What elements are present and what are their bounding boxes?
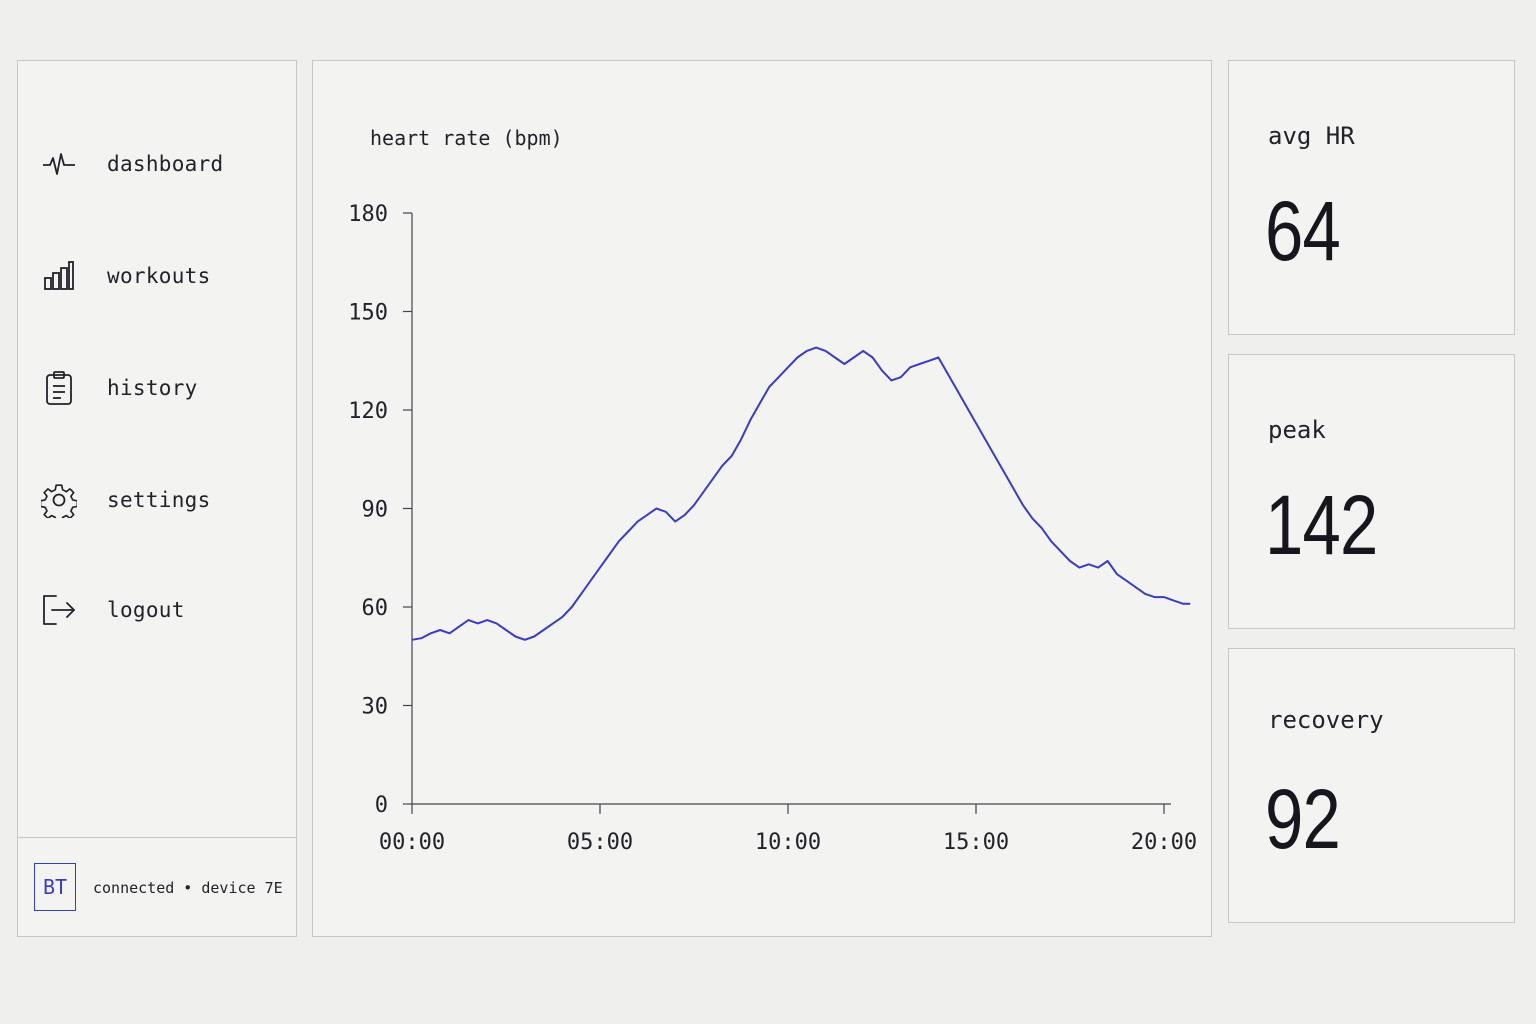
sidebar-item-workouts[interactable]: workouts [18, 246, 296, 306]
stat-value: 142 [1265, 478, 1378, 572]
heart-rate-chart: heart rate (bpm) 0 30 60 90 120 150 180 00:00 05:… [348, 126, 1197, 855]
clipboard-icon [41, 370, 77, 406]
x-tick-label: 05:00 [567, 830, 633, 855]
stat-card-avg-hr: avg HR 64 [1228, 60, 1515, 335]
x-tick-label: 10:00 [755, 830, 821, 855]
y-tick-label: 30 [362, 695, 389, 720]
sidebar-item-history[interactable]: history [18, 358, 296, 418]
connection-status: BT connected • device 7E [18, 837, 296, 937]
y-tick-label: 120 [348, 399, 388, 424]
pulse-icon [41, 146, 77, 182]
stat-card-peak: peak 142 [1228, 354, 1515, 629]
status-text: connected • device 7E [93, 879, 283, 897]
sidebar-item-label: history [107, 376, 198, 400]
y-tick-label: 90 [362, 498, 389, 523]
x-tick-label: 15:00 [943, 830, 1009, 855]
sidebar-item-dashboard[interactable]: dashboard [18, 134, 296, 194]
bluetooth-badge: BT [34, 863, 76, 911]
sidebar-item-label: dashboard [107, 152, 224, 176]
x-tick-label: 00:00 [379, 830, 445, 855]
sidebar: dashboard workouts history settings logo… [17, 60, 297, 937]
bar-chart-icon [41, 258, 77, 294]
heart-rate-line [411, 346, 1191, 641]
stat-card-recovery: recovery 92 [1228, 648, 1515, 923]
chart-title: heart rate (bpm) [370, 126, 563, 150]
gear-icon [41, 482, 77, 518]
sidebar-item-label: logout [107, 598, 185, 622]
stat-label: recovery [1268, 706, 1384, 734]
heart-rate-chart-panel: heart rate (bpm) 0 30 60 90 120 150 180 00:00 05:… [312, 60, 1212, 937]
y-tick-label: 0 [375, 793, 388, 818]
stat-value: 64 [1265, 184, 1341, 278]
y-tick-label: 150 [348, 301, 388, 326]
stat-label: peak [1268, 416, 1326, 444]
y-tick-label: 180 [348, 202, 388, 227]
y-tick-label: 60 [362, 596, 389, 621]
sidebar-item-label: workouts [107, 264, 211, 288]
sidebar-item-logout[interactable]: logout [18, 580, 296, 640]
x-tick-label: 20:00 [1131, 830, 1197, 855]
logout-icon [41, 592, 77, 628]
sidebar-item-label: settings [107, 488, 211, 512]
stat-label: avg HR [1268, 122, 1355, 150]
stat-value: 92 [1265, 772, 1341, 866]
sidebar-item-settings[interactable]: settings [18, 470, 296, 530]
